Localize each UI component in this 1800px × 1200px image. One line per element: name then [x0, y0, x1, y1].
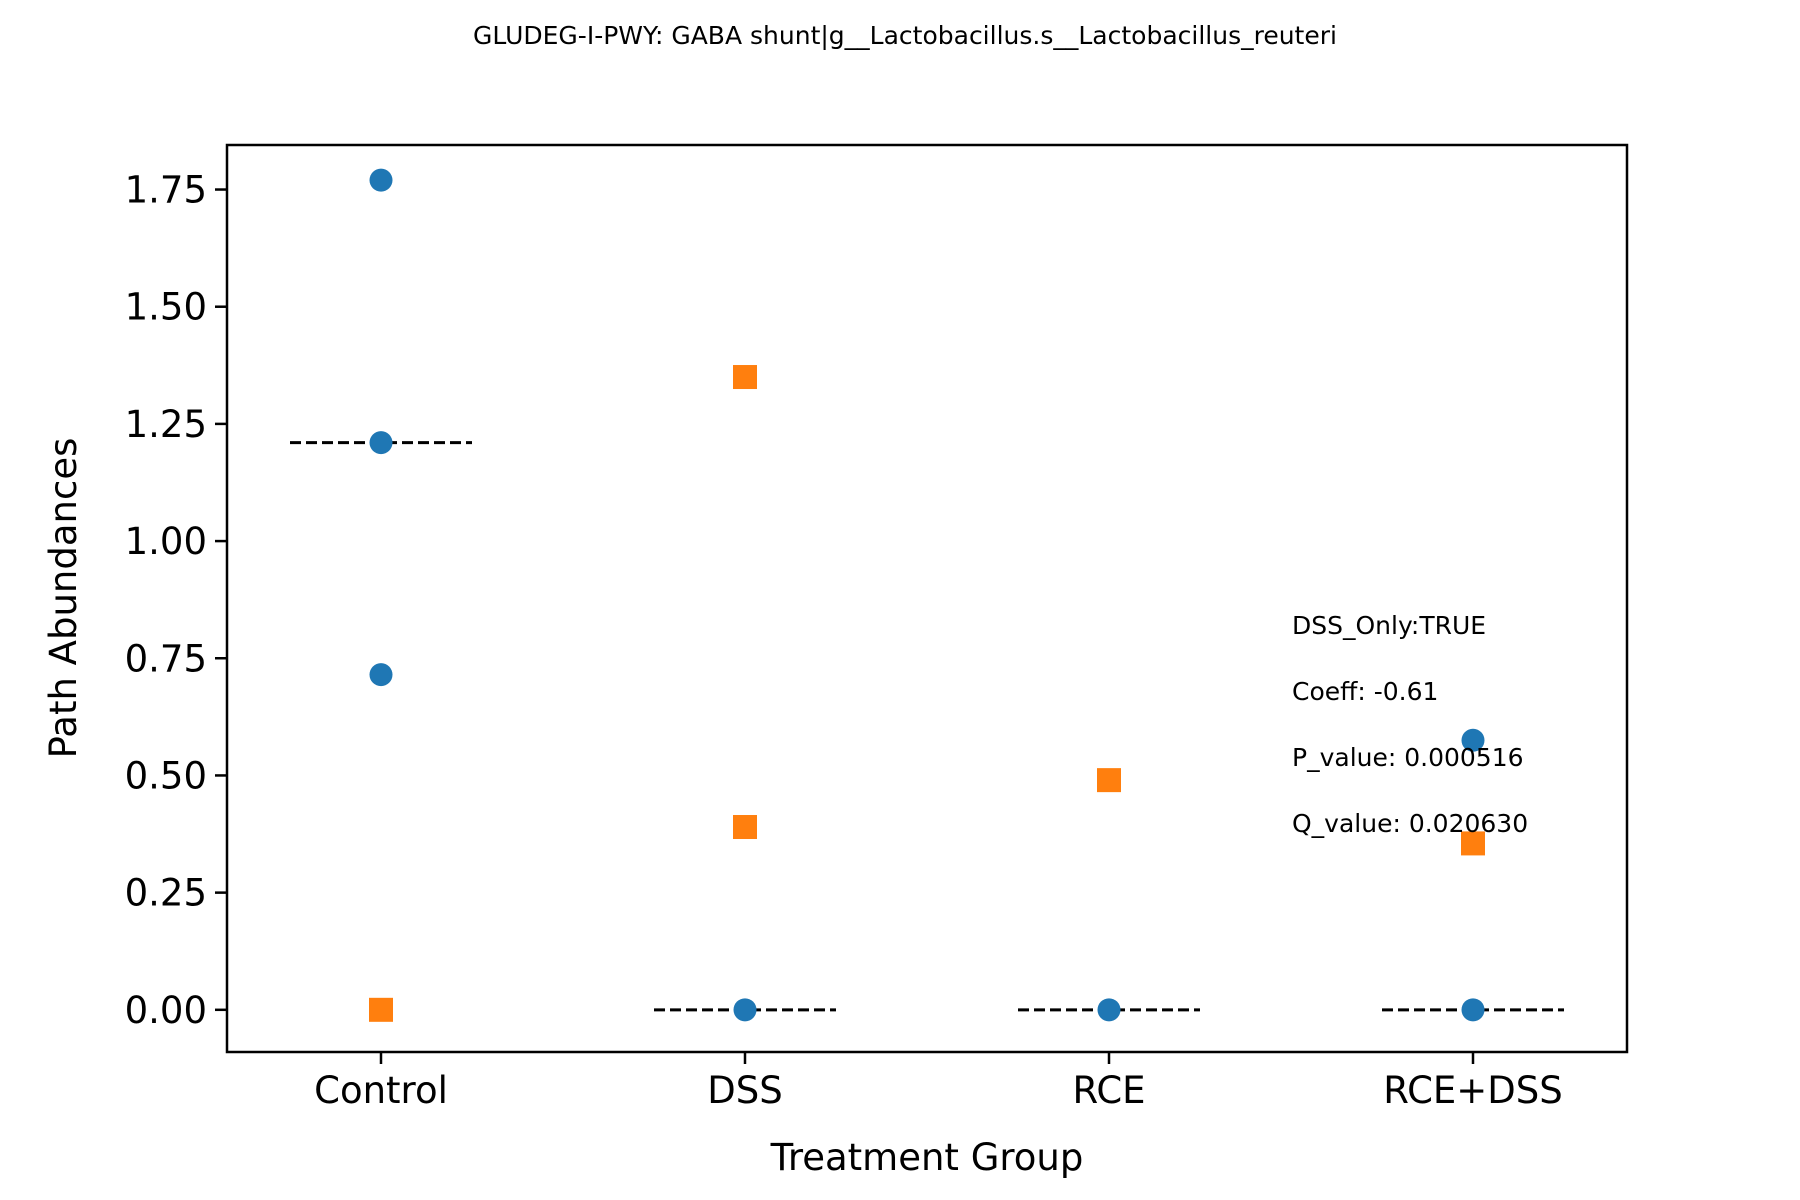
x-tick-label: Control — [314, 1069, 448, 1112]
data-point-circle — [369, 663, 393, 687]
data-point-circle — [1097, 998, 1121, 1022]
y-tick-label: 1.25 — [125, 403, 207, 446]
y-tick-label: 0.00 — [125, 989, 207, 1032]
annotation-text: P_value: 0.000516 — [1292, 743, 1524, 772]
data-point-circle — [369, 431, 393, 455]
data-point-square — [733, 815, 757, 840]
y-axis-label: Path Abundances — [42, 438, 85, 759]
annotation-text: DSS_Only:TRUE — [1292, 611, 1486, 640]
y-tick-label: 1.75 — [125, 169, 207, 212]
y-tick-label: 0.50 — [125, 754, 207, 797]
data-point-circle — [1461, 728, 1485, 752]
y-tick-label: 1.50 — [125, 286, 207, 329]
x-tick-label: RCE — [1072, 1069, 1145, 1112]
y-tick-label: 0.75 — [125, 637, 207, 680]
annotation-text: Coeff: -0.61 — [1292, 677, 1438, 706]
data-point-square — [1461, 831, 1485, 856]
plot-area: 0.00 0.25 0.50 0.75 1.00 1.25 1.50 1.75 Control D… — [125, 169, 1564, 1112]
data-point-square — [1097, 768, 1121, 793]
chart-title: GLUDEG-I-PWY: GABA shunt|g__Lactobacillu… — [473, 21, 1337, 50]
annotation-text: Q_value: 0.020630 — [1292, 809, 1528, 838]
x-tick-label: RCE+DSS — [1383, 1069, 1563, 1112]
data-point-square — [369, 997, 393, 1022]
plot-frame — [225, 143, 1629, 1054]
y-tick-label: 1.00 — [125, 520, 207, 563]
data-point-circle — [733, 998, 757, 1022]
data-point-square — [733, 365, 757, 390]
data-point-circle — [369, 168, 393, 192]
y-tick-label: 0.25 — [125, 872, 207, 915]
x-axis-label: Treatment Group — [770, 1136, 1084, 1179]
x-tick-label: DSS — [707, 1069, 782, 1112]
data-point-circle — [1461, 998, 1485, 1022]
